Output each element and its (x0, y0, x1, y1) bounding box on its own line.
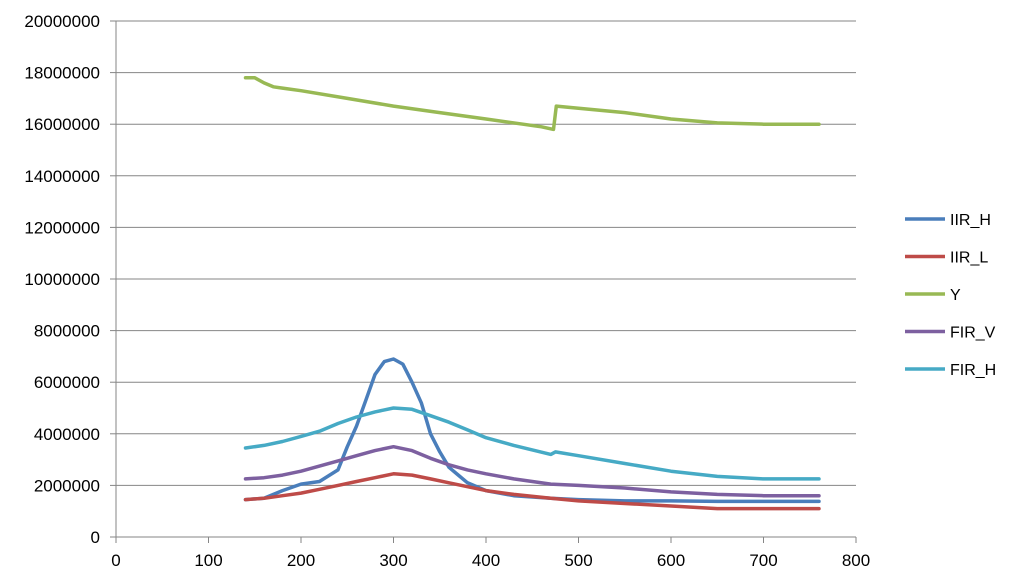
series-lines (243, 76, 821, 511)
legend-label: FIR_V (950, 325, 996, 342)
series-line-y (243, 76, 821, 132)
legend: IIR_H IIR_L Y FIR_V FIR_H (905, 212, 996, 379)
x-tick-label: 100 (194, 551, 222, 570)
axes: 0 2000000 4000000 6000000 8000000 10000000 120… (24, 12, 870, 570)
y-tick-label: 8000000 (34, 322, 100, 341)
x-tick-label: 800 (842, 551, 870, 570)
legend-label: FIR_H (950, 362, 996, 379)
y-tick-label: 6000000 (34, 373, 100, 392)
y-tick-label: 18000000 (24, 64, 100, 83)
legend-label: IIR_H (950, 212, 991, 229)
y-tick-label: 16000000 (24, 115, 100, 134)
y-tick-label: 4000000 (34, 425, 100, 444)
y-tick-label: 0 (91, 528, 100, 547)
y-tick-label: 20000000 (24, 12, 100, 31)
x-tick-label: 400 (472, 551, 500, 570)
legend-label: IIR_L (950, 250, 988, 267)
x-tick-label: 700 (749, 551, 777, 570)
series-line-iir-l (243, 472, 821, 511)
x-tick-label: 500 (564, 551, 592, 570)
y-tick-label: 2000000 (34, 476, 100, 495)
series-line-fir-h (243, 406, 821, 481)
y-tick-label: 12000000 (24, 218, 100, 237)
gridlines (116, 20, 856, 486)
y-tick-label: 10000000 (24, 270, 100, 289)
y-tick-label: 14000000 (24, 167, 100, 186)
x-tick-label: 600 (657, 551, 685, 570)
x-tick-label: 0 (111, 551, 120, 570)
x-tick-label: 300 (379, 551, 407, 570)
x-tick-label: 200 (287, 551, 315, 570)
legend-label: Y (950, 287, 961, 304)
series-line-fir-v (243, 444, 821, 498)
